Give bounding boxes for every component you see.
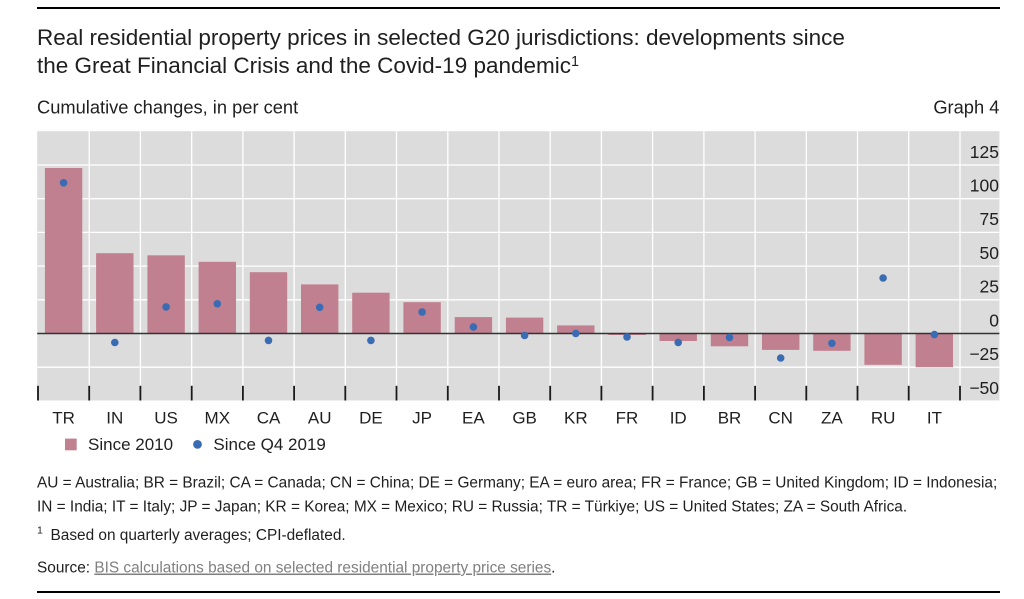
svg-text:AU: AU (308, 408, 332, 427)
svg-text:Real residential property pric: Real residential property prices in sele… (37, 25, 845, 50)
svg-text:AU = Australia; BR = Brazil; C: AU = Australia; BR = Brazil; CA = Canada… (37, 475, 997, 492)
svg-text:MX: MX (205, 408, 231, 427)
svg-text:100: 100 (970, 176, 999, 196)
svg-text:TR: TR (52, 408, 75, 427)
svg-text:RU: RU (871, 408, 896, 427)
svg-text:Graph 4: Graph 4 (933, 97, 999, 118)
svg-text:50: 50 (980, 243, 1000, 263)
svg-text:JP: JP (412, 408, 432, 427)
svg-text:Source: BIS calculations based: Source: BIS calculations based on select… (37, 560, 555, 577)
svg-text:0: 0 (989, 310, 999, 330)
svg-text:Since 2010: Since 2010 (88, 435, 173, 454)
svg-text:Based on quarterly averages; C: Based on quarterly averages; CPI-deflate… (51, 527, 346, 544)
svg-text:Since Q4 2019: Since Q4 2019 (213, 435, 325, 454)
svg-text:ID: ID (670, 408, 687, 427)
svg-text:KR: KR (564, 408, 588, 427)
svg-text:ZA: ZA (821, 408, 843, 427)
svg-text:BR: BR (718, 408, 742, 427)
svg-text:CN: CN (768, 408, 793, 427)
svg-text:−50: −50 (969, 378, 999, 398)
svg-text:CA: CA (257, 408, 281, 427)
svg-text:FR: FR (616, 408, 639, 427)
svg-text:IN = India; IT = Italy; JP = J: IN = India; IT = Italy; JP = Japan; KR =… (37, 499, 907, 516)
svg-text:75: 75 (980, 209, 999, 229)
svg-text:IT: IT (927, 408, 942, 427)
svg-text:GB: GB (512, 408, 537, 427)
svg-text:−25: −25 (969, 344, 999, 364)
svg-text:the Great Financial Crisis and: the Great Financial Crisis and the Covid… (37, 53, 579, 78)
svg-text:25: 25 (980, 277, 999, 297)
svg-text:1: 1 (37, 525, 43, 537)
svg-text:EA: EA (462, 408, 485, 427)
svg-text:Cumulative changes, in per cen: Cumulative changes, in per cent (37, 97, 298, 118)
svg-text:125: 125 (970, 142, 999, 162)
svg-text:DE: DE (359, 408, 383, 427)
svg-text:US: US (154, 408, 178, 427)
svg-text:IN: IN (106, 408, 123, 427)
